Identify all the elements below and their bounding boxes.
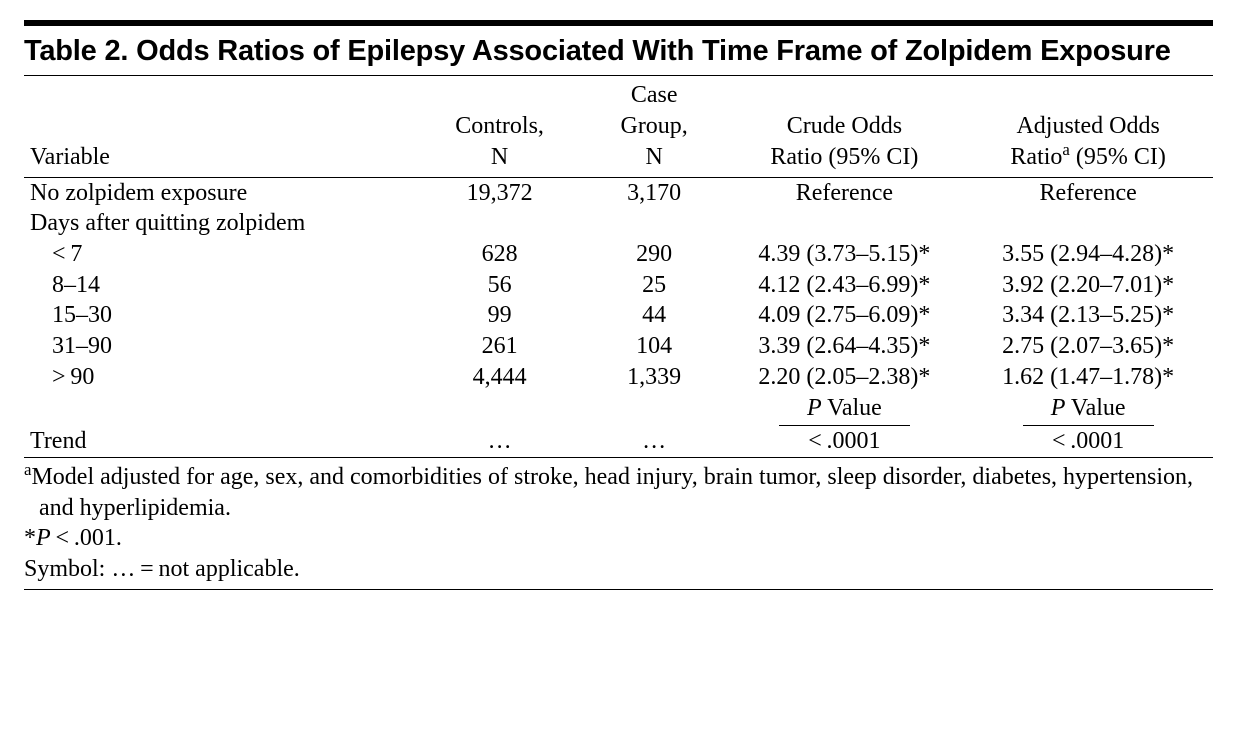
footnotes: aModel adjusted for age, sex, and comorb…: [24, 462, 1213, 585]
hdr-crude-l2: Ratio (95% CI): [770, 144, 918, 170]
cell-label: 15–30: [24, 300, 416, 331]
hdr-case: Case Group, N: [583, 76, 726, 177]
table-title: Table 2. Odds Ratios of Epilepsy Associa…: [24, 34, 1213, 69]
cell-case: 290: [583, 239, 726, 270]
cell-pvalue-label-adj: P Value: [963, 393, 1213, 427]
p-italic: P: [807, 395, 822, 421]
hdr-adj-l2a: Ratio: [1010, 144, 1062, 170]
cell-adj: < .0001: [963, 426, 1213, 457]
cell-group-label: Days after quitting zolpidem: [24, 208, 1213, 239]
p-word: Value: [1065, 395, 1125, 421]
footnote-star-prefix: *: [24, 525, 36, 551]
hdr-adj-l2b: (95% CI): [1070, 144, 1166, 170]
hdr-case-l1: Case: [631, 82, 678, 108]
row-lt7: < 7 628 290 4.39 (3.73–5.15)* 3.55 (2.94…: [24, 239, 1213, 270]
cell-controls: 99: [416, 300, 582, 331]
cell-empty: [24, 393, 416, 427]
hdr-controls-l1: Controls,: [455, 113, 544, 139]
hdr-adjusted: Adjusted Odds Ratioa (95% CI): [963, 76, 1213, 177]
row-group-label: Days after quitting zolpidem: [24, 208, 1213, 239]
cell-controls: 4,444: [416, 362, 582, 393]
hdr-crude-l1: Crude Odds: [787, 113, 902, 139]
hdr-crude: Crude Odds Ratio (95% CI): [725, 76, 963, 177]
cell-case: …: [583, 426, 726, 457]
row-pvalue-header: P Value P Value: [24, 393, 1213, 427]
hdr-adj-l1: Adjusted Odds: [1016, 113, 1159, 139]
hdr-controls: Controls, N: [416, 76, 582, 177]
cell-adj: 2.75 (2.07–3.65)*: [963, 331, 1213, 362]
cell-adj: 3.55 (2.94–4.28)*: [963, 239, 1213, 270]
cell-crude: 4.09 (2.75–6.09)*: [725, 300, 963, 331]
bottom-rule: [24, 589, 1213, 590]
cell-case: 25: [583, 270, 726, 301]
footnote-a: aModel adjusted for age, sex, and comorb…: [24, 462, 1213, 523]
cell-adj: Reference: [963, 177, 1213, 208]
cell-case: 44: [583, 300, 726, 331]
cell-case: 104: [583, 331, 726, 362]
cell-crude: 4.12 (2.43–6.99)*: [725, 270, 963, 301]
footnote-symbol: Symbol: … = not applicable.: [24, 554, 1213, 585]
hdr-case-l3: N: [645, 144, 662, 170]
cell-label: > 90: [24, 362, 416, 393]
cell-controls: 261: [416, 331, 582, 362]
cell-crude: < .0001: [725, 426, 963, 457]
table-container: Table 2. Odds Ratios of Epilepsy Associa…: [24, 20, 1213, 590]
cell-label: < 7: [24, 239, 416, 270]
hdr-variable: Variable: [24, 76, 416, 177]
cell-label: Trend: [24, 426, 416, 457]
cell-controls: 628: [416, 239, 582, 270]
cell-controls: 56: [416, 270, 582, 301]
hdr-adj-sup: a: [1062, 140, 1069, 159]
row-15-30: 15–30 99 44 4.09 (2.75–6.09)* 3.34 (2.13…: [24, 300, 1213, 331]
cell-crude: Reference: [725, 177, 963, 208]
cell-crude: 3.39 (2.64–4.35)*: [725, 331, 963, 362]
cell-label: 8–14: [24, 270, 416, 301]
cell-crude: 2.20 (2.05–2.38)*: [725, 362, 963, 393]
hdr-variable-text: Variable: [30, 144, 110, 170]
cell-controls: …: [416, 426, 582, 457]
hdr-case-l2: Group,: [620, 113, 687, 139]
footnote-star-rest: < .001.: [51, 525, 122, 551]
row-gt90: > 90 4,444 1,339 2.20 (2.05–2.38)* 1.62 …: [24, 362, 1213, 393]
footnote-a-text: Model adjusted for age, sex, and comorbi…: [31, 464, 1193, 521]
hdr-controls-l2: N: [491, 144, 508, 170]
row-no-exposure: No zolpidem exposure 19,372 3,170 Refere…: [24, 177, 1213, 208]
cell-empty: [416, 393, 582, 427]
cell-label: 31–90: [24, 331, 416, 362]
row-trend: Trend … … < .0001 < .0001: [24, 426, 1213, 457]
cell-adj: 3.34 (2.13–5.25)*: [963, 300, 1213, 331]
cell-controls: 19,372: [416, 177, 582, 208]
cell-label: No zolpidem exposure: [24, 177, 416, 208]
cell-adj: 3.92 (2.20–7.01)*: [963, 270, 1213, 301]
p-italic: P: [1051, 395, 1066, 421]
header-row: Variable Controls, N Case Group, N Crude…: [24, 76, 1213, 177]
cell-adj: 1.62 (1.47–1.78)*: [963, 362, 1213, 393]
cell-crude: 4.39 (3.73–5.15)*: [725, 239, 963, 270]
row-8-14: 8–14 56 25 4.12 (2.43–6.99)* 3.92 (2.20–…: [24, 270, 1213, 301]
cell-case: 3,170: [583, 177, 726, 208]
cell-pvalue-label-crude: P Value: [725, 393, 963, 427]
odds-ratio-table: Variable Controls, N Case Group, N Crude…: [24, 75, 1213, 458]
footnote-star: *P < .001.: [24, 523, 1213, 554]
row-31-90: 31–90 261 104 3.39 (2.64–4.35)* 2.75 (2.…: [24, 331, 1213, 362]
p-word: Value: [822, 395, 882, 421]
cell-empty: [583, 393, 726, 427]
footnote-star-P: P: [36, 525, 51, 551]
cell-case: 1,339: [583, 362, 726, 393]
